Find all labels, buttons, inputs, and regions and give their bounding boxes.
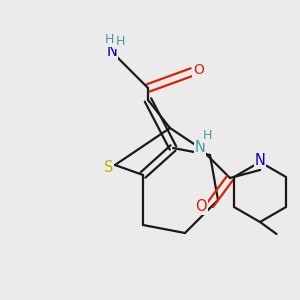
Text: S: S (104, 160, 113, 175)
Text: N: N (195, 140, 206, 155)
Text: O: O (195, 199, 207, 214)
Text: H: H (116, 35, 125, 48)
Text: H: H (104, 33, 114, 46)
Text: N: N (106, 44, 117, 59)
Text: N: N (255, 153, 266, 168)
Text: O: O (193, 64, 204, 77)
Text: H: H (203, 130, 212, 142)
